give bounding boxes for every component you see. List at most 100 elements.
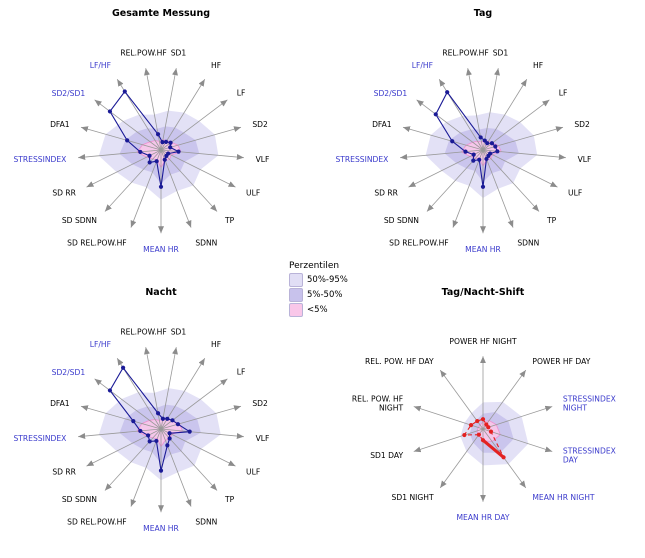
- data-point: [480, 438, 486, 443]
- axis-label: REL. POW. HF DAY: [365, 357, 434, 366]
- radar-chart-nacht: SD1 HF LF SD2 VLF ULF TP SDNN MEAN HR SD REL.POW.…: [13, 287, 270, 533]
- radar-panel-tag: SD1 HF LF SD2 VLF ULF TP SDNN MEAN HR SD REL.POW.…: [322, 0, 645, 279]
- axis-label: TP: [546, 216, 557, 225]
- legend-title: Perzentilen: [289, 261, 340, 271]
- data-point: [471, 152, 476, 157]
- axis-label: POWER HF NIGHT: [449, 337, 517, 346]
- axis-label: SD RR: [52, 467, 76, 476]
- data-point: [164, 153, 169, 159]
- axis-label: LF: [559, 89, 568, 98]
- legend-swatch-50-95: [289, 273, 303, 287]
- axis-spoke: [160, 149, 192, 228]
- axis-spoke: [482, 369, 527, 430]
- axis-label: SD1 DAY: [370, 451, 403, 460]
- axis-label: VLF: [256, 434, 270, 443]
- data-point: [187, 429, 192, 434]
- axis-label: LF: [237, 89, 246, 98]
- legend-swatch-lt5: [289, 303, 303, 317]
- axis-label: HF: [211, 61, 221, 70]
- axis-label: MEAN HR NIGHT: [532, 493, 595, 502]
- axis-label: TP: [224, 216, 235, 225]
- axis-spoke: [80, 405, 162, 430]
- legend-item-lt5: <5%: [289, 303, 348, 317]
- axis-label: MEAN HR: [143, 245, 179, 254]
- axis-label: STRESSINDEX: [13, 155, 66, 164]
- axis-label: SD2/SD1: [374, 89, 408, 98]
- axis-spoke: [160, 428, 236, 467]
- data-point: [478, 135, 483, 140]
- axis-label: HF: [533, 61, 543, 70]
- data-point: [167, 431, 172, 436]
- axis-label: SD2: [252, 399, 268, 408]
- axis-spoke: [482, 149, 558, 188]
- axis-label: LF: [237, 368, 246, 377]
- axis-label: SD1 NIGHT: [392, 493, 434, 502]
- data-point: [450, 139, 455, 144]
- data-point: [477, 157, 482, 162]
- legend-label-lt5: <5%: [307, 305, 328, 315]
- axis-label: SD2: [574, 120, 590, 129]
- data-point: [471, 158, 476, 163]
- data-point: [107, 388, 113, 393]
- axis-spoke: [94, 378, 162, 430]
- data-point: [486, 425, 491, 430]
- axis-label: POWER HF DAY: [532, 357, 590, 366]
- axis-label: SD2/SD1: [52, 89, 86, 98]
- axis-spoke: [104, 149, 162, 212]
- axis-spoke: [482, 68, 500, 151]
- legend-item-5-50: 5%-50%: [289, 288, 348, 302]
- data-point: [163, 139, 169, 144]
- axis-label: VLF: [578, 155, 592, 164]
- radar-chart-tag: SD1 HF LF SD2 VLF ULF TP SDNN MEAN HR SD REL.POW.…: [335, 8, 592, 254]
- axis-label: VLF: [256, 155, 270, 164]
- axis-label: REL.POW.HF: [120, 49, 166, 58]
- axis-spoke: [160, 347, 178, 430]
- data-point: [501, 455, 506, 460]
- axis-spoke: [160, 405, 242, 430]
- axis-spoke: [160, 149, 218, 212]
- axis-spoke: [160, 149, 236, 188]
- axis-spoke: [78, 149, 162, 161]
- axis-spoke: [482, 99, 550, 151]
- axis-spoke: [160, 428, 244, 440]
- axis-label: ULF: [246, 467, 260, 476]
- radar-panel-tag-nacht-shift: POWER HF NIGHT POWER HF DAY STRESSINDEX NIG…: [322, 279, 645, 558]
- data-point: [165, 416, 170, 421]
- data-point: [138, 428, 143, 434]
- data-point: [154, 159, 159, 164]
- data-point: [167, 436, 172, 441]
- data-point: [138, 149, 143, 155]
- axis-spoke: [408, 149, 484, 188]
- axis-spoke: [78, 428, 162, 440]
- axis-label: MEAN HR DAY: [457, 513, 510, 522]
- axis-spoke: [160, 79, 206, 151]
- axis-spoke: [160, 428, 192, 507]
- axis-spoke: [160, 149, 244, 161]
- chart-title: Tag/Nacht-Shift: [442, 287, 525, 298]
- axis-label: STRESSINDEX NIGHT: [563, 395, 616, 413]
- data-point: [475, 418, 480, 424]
- data-point: [131, 419, 136, 424]
- data-point: [122, 89, 127, 94]
- axis-spoke: [439, 369, 484, 430]
- axis-spoke: [482, 79, 528, 151]
- axis-label: STRESSINDEX DAY: [563, 446, 616, 464]
- axis-label: HF: [211, 340, 221, 349]
- data-point: [165, 443, 170, 448]
- legend-label-50-95: 50%-95%: [307, 275, 348, 285]
- axis-spoke: [160, 68, 178, 151]
- axis-spoke: [104, 428, 162, 491]
- axis-label: LF/HF: [90, 61, 111, 70]
- data-point: [480, 417, 486, 422]
- data-point: [462, 432, 467, 438]
- data-point: [489, 141, 495, 146]
- data-point: [147, 439, 152, 444]
- axis-label: DFA1: [372, 120, 392, 129]
- radar-chart-tag-nacht-shift: POWER HF NIGHT POWER HF DAY STRESSINDEX NIG…: [352, 287, 616, 522]
- data-point: [168, 145, 173, 150]
- legend-swatch-5-50: [289, 288, 303, 302]
- data-point: [463, 149, 468, 154]
- data-point: [484, 156, 489, 162]
- axis-label: REL. POW. HF NIGHT: [352, 395, 404, 413]
- axis-label: SD2/SD1: [52, 368, 86, 377]
